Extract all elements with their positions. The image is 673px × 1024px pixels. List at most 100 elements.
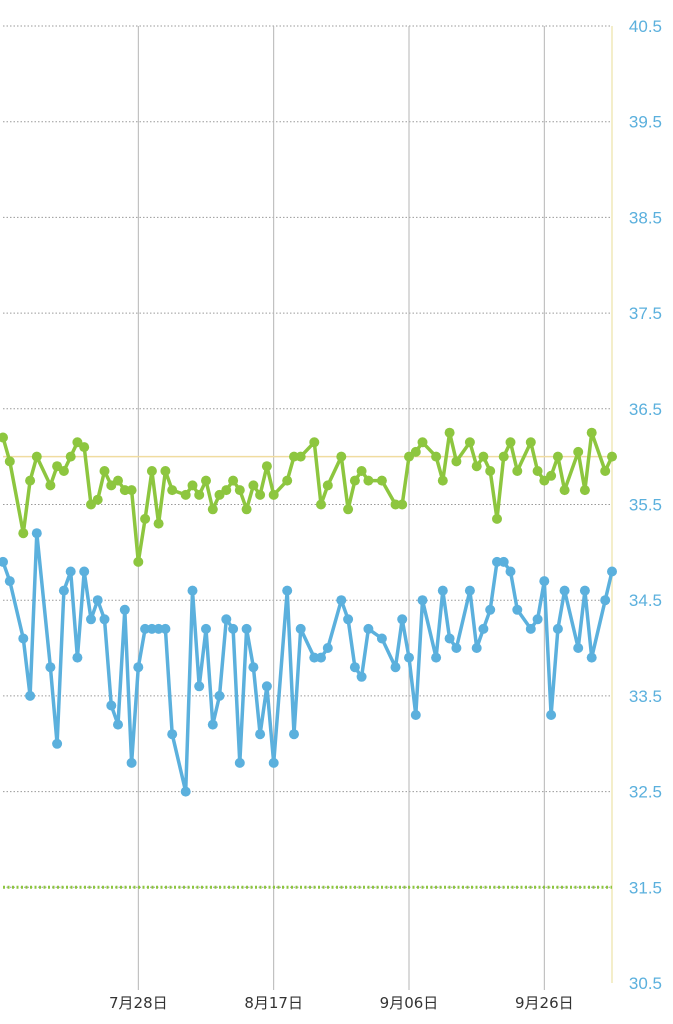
data-point [573,446,584,457]
data-point [485,466,496,476]
data-point [390,662,401,673]
data-point [58,585,69,596]
data-point [31,451,42,462]
data-point [600,595,611,606]
data-point [221,485,232,496]
data-point [363,623,374,634]
data-point [234,485,245,496]
data-point [4,576,15,587]
data-point [532,614,543,625]
data-point [539,576,550,587]
data-point [437,475,448,486]
data-point [31,528,42,539]
data-point [397,614,408,625]
data-point [45,480,56,491]
x-tick-label: 9月06日 [380,994,439,1012]
data-point [552,451,563,462]
data-point [25,475,36,486]
data-point [485,604,496,615]
data-point [451,456,462,467]
data-point [579,485,590,496]
data-point [376,633,387,644]
data-point [498,556,509,567]
y-tick-labels: 40.5 39.5 38.5 37.5 36.5 35.5 34.5 33.5 32.5 31.5… [629,17,662,993]
data-point [322,643,333,653]
data-point [160,623,171,634]
series-2 [0,528,617,797]
data-point [65,451,76,462]
data-point [241,504,252,515]
data-point [289,729,299,740]
data-point [268,757,279,768]
data-point [309,437,320,448]
data-point [201,623,211,634]
data-point [241,623,252,634]
data-point [356,466,367,476]
data-point [336,451,347,462]
data-point [431,451,442,462]
data-point [255,489,266,500]
data-point [160,466,171,476]
data-point [187,480,198,491]
y-tick-label: 39.5 [629,113,662,132]
data-point [18,528,29,539]
data-point [234,757,245,768]
y-tick-label: 32.5 [629,783,662,802]
data-point [417,595,428,606]
data-point [559,585,570,596]
y-tick-label: 30.5 [629,974,662,993]
data-point [201,475,211,486]
data-point [119,604,130,615]
data-point [579,585,590,596]
y-tick-label: 31.5 [629,878,662,897]
data-point [45,662,56,673]
data-point [18,633,29,644]
data-point [221,614,232,625]
data-point [214,690,225,701]
x-tick-label: 8月17日 [244,994,303,1012]
data-point [464,437,475,448]
data-point [167,485,178,496]
data-point [505,437,516,448]
data-point [282,585,293,596]
data-point [180,489,191,500]
data-point [404,652,414,663]
data-point [72,652,83,663]
data-point [478,451,489,462]
data-point [180,786,191,797]
data-point [113,719,123,730]
data-point [4,456,15,467]
data-point [316,652,326,663]
data-point [187,585,198,596]
data-point [525,437,536,448]
data-point [146,466,157,476]
data-point [79,442,90,453]
data-point [343,614,354,625]
data-point [607,451,617,462]
data-point [0,556,8,567]
data-point [397,499,408,510]
data-point [167,729,178,740]
x-tick-labels: 7月28日 8月17日 9月06日 9月26日 [109,994,574,1012]
data-point [600,466,611,476]
data-point [444,427,455,438]
data-point [261,681,272,692]
data-point [532,466,543,476]
data-point [505,566,516,577]
data-point [417,437,428,448]
data-point [343,504,354,515]
data-point [444,633,455,644]
data-point [194,681,205,692]
data-point [437,585,448,596]
reference-lines [3,455,612,889]
data-point [255,729,266,740]
data-point [512,466,523,476]
y-tick-label: 37.5 [629,304,662,323]
data-point [86,614,96,625]
data-point [106,700,117,711]
data-point [512,604,523,615]
data-point [92,494,103,505]
data-point [228,623,239,634]
data-point [586,652,597,663]
data-point [492,513,502,524]
